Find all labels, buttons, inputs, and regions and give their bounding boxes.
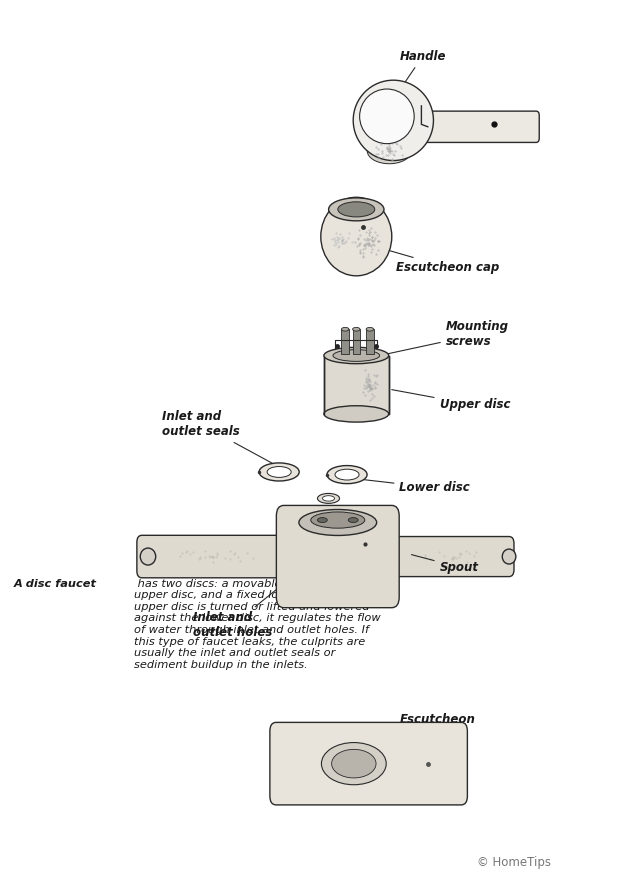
Ellipse shape [366, 327, 374, 332]
Ellipse shape [353, 80, 433, 161]
Text: Inlet and
outlet holes: Inlet and outlet holes [193, 554, 320, 639]
Ellipse shape [338, 202, 374, 217]
Ellipse shape [267, 467, 291, 477]
Ellipse shape [333, 350, 379, 362]
Text: A disc faucet: A disc faucet [14, 579, 97, 589]
Text: Mounting
screws: Mounting screws [382, 321, 509, 355]
Bar [353, 329, 360, 354]
Ellipse shape [324, 406, 389, 422]
FancyBboxPatch shape [277, 506, 399, 607]
FancyBboxPatch shape [137, 536, 294, 578]
Ellipse shape [324, 347, 389, 363]
FancyBboxPatch shape [324, 355, 389, 414]
Ellipse shape [335, 469, 359, 480]
Text: Handle: Handle [383, 50, 446, 116]
FancyBboxPatch shape [425, 111, 539, 142]
Text: Escutcheon cap: Escutcheon cap [371, 246, 500, 274]
Ellipse shape [311, 512, 365, 528]
Ellipse shape [317, 493, 340, 503]
Ellipse shape [367, 138, 412, 164]
Text: Lower disc: Lower disc [361, 479, 470, 494]
Ellipse shape [360, 89, 414, 144]
Ellipse shape [332, 750, 376, 778]
Ellipse shape [353, 327, 360, 332]
Ellipse shape [259, 463, 299, 481]
Ellipse shape [317, 518, 327, 522]
Text: has two discs: a movable
upper disc, and a fixed lower disc. When the
upper disc: has two discs: a movable upper disc, and… [134, 579, 388, 670]
Ellipse shape [348, 518, 358, 522]
Ellipse shape [140, 548, 156, 565]
Ellipse shape [329, 198, 384, 221]
Text: Inlet and
outlet seals: Inlet and outlet seals [162, 410, 294, 475]
Text: Escutcheon: Escutcheon [399, 713, 476, 759]
Text: © HomeTips: © HomeTips [477, 856, 551, 868]
Bar [366, 329, 374, 354]
Text: Upper disc: Upper disc [392, 390, 510, 411]
FancyBboxPatch shape [270, 722, 467, 805]
Ellipse shape [299, 509, 377, 536]
FancyBboxPatch shape [381, 537, 514, 576]
Ellipse shape [321, 743, 386, 785]
Ellipse shape [322, 496, 335, 501]
Ellipse shape [502, 549, 516, 564]
Ellipse shape [321, 197, 392, 276]
Bar [342, 329, 349, 354]
Ellipse shape [342, 327, 349, 332]
Ellipse shape [327, 466, 367, 484]
Text: Spout: Spout [412, 554, 479, 574]
